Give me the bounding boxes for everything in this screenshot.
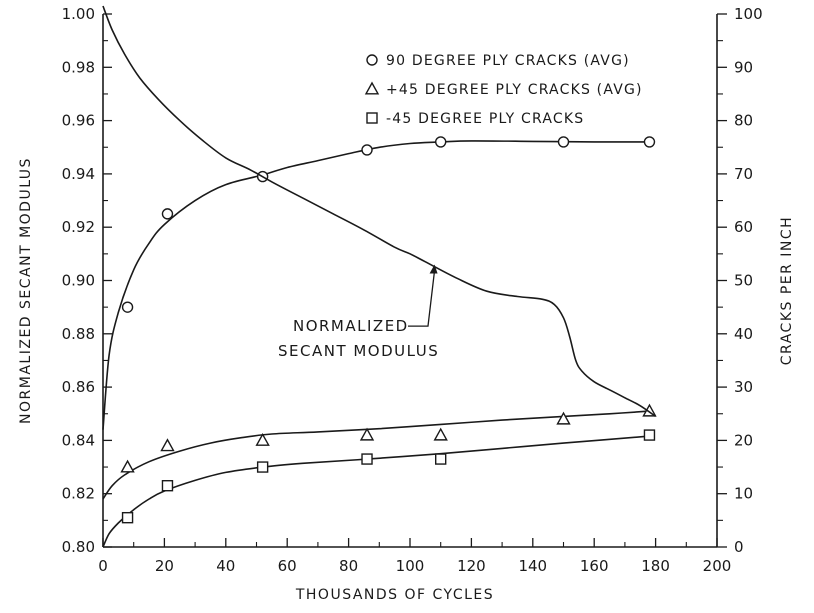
left-y-tick-label: 0.94 <box>62 165 95 183</box>
right-y-tick-label: 100 <box>734 5 763 23</box>
annotation-text: SECANT MODULUS <box>278 342 439 360</box>
right-y-tick-label: 60 <box>734 218 753 236</box>
circle-marker <box>643 136 656 148</box>
annotation-arrowhead <box>429 264 438 274</box>
right-y-tick-label: 0 <box>734 538 744 556</box>
x-tick-label: 40 <box>216 557 235 575</box>
x-tick-label: 20 <box>155 557 174 575</box>
right-y-tick-label: 40 <box>734 325 753 343</box>
circle-marker <box>161 208 174 220</box>
right-y-tick-label: 10 <box>734 485 753 503</box>
left-y-tick-label: 0.82 <box>62 485 95 503</box>
x-tick-label: 140 <box>518 557 547 575</box>
triangle-marker <box>255 432 270 446</box>
x-tick-label: 200 <box>703 557 732 575</box>
legend: 90 DEGREE PLY CRACKS (AVG) +45 DEGREE PLY… <box>364 53 643 127</box>
square-marker <box>121 511 134 524</box>
left-y-axis-ticks: 0.80 0.82 0.84 0.86 0.88 0.90 0.92 0.94 0.96 0.98… <box>62 5 112 556</box>
x-tick-label: 80 <box>339 557 358 575</box>
x-tick-label: 100 <box>396 557 425 575</box>
x-tick-label: 120 <box>457 557 486 575</box>
left-y-tick-label: 0.92 <box>62 218 95 236</box>
right-y-tick-label: 30 <box>734 378 753 396</box>
left-y-tick-label: 0.98 <box>62 58 95 76</box>
annotation-text: NORMALIZED <box>293 317 409 335</box>
triangle-marker <box>120 459 135 473</box>
square-marker <box>643 429 656 441</box>
x-tick-label: 0 <box>98 557 108 575</box>
triangle-marker <box>359 427 375 441</box>
legend-label: 90 DEGREE PLY CRACKS (AVG) <box>386 53 630 69</box>
left-y-tick-label: 1.00 <box>62 5 95 23</box>
annotation: NORMALIZED SECANT MODULUS <box>278 264 439 360</box>
circle-marker <box>361 144 373 156</box>
left-y-tick-label: 0.96 <box>62 112 95 130</box>
left-y-tick-label: 0.88 <box>62 325 95 343</box>
left-y-tick-label: 0.86 <box>62 378 95 396</box>
left-y-tick-label: 0.84 <box>62 431 95 449</box>
series-minus45-degree-ply-cracks <box>102 429 656 548</box>
left-y-axis-title: NORMALIZED SECANT MODULUS <box>18 157 34 424</box>
square-marker <box>435 453 447 465</box>
legend-label: +45 DEGREE PLY CRACKS (AVG) <box>386 82 643 98</box>
circle-marker <box>121 301 134 313</box>
legend-label: -45 DEGREE PLY CRACKS <box>386 111 584 127</box>
square-marker <box>256 461 269 473</box>
right-y-axis-title: CRACKS PER INCH <box>779 216 795 365</box>
x-tick-label: 60 <box>278 557 297 575</box>
circle-marker <box>557 136 570 148</box>
right-y-tick-label: 20 <box>734 431 753 449</box>
normalized-secant-modulus-curve <box>102 5 657 418</box>
right-y-tick-label: 90 <box>734 58 753 76</box>
series-normalized-secant-modulus <box>102 5 657 418</box>
right-y-tick-label: 80 <box>734 112 753 130</box>
x-axis-ticks: 0 20 40 60 80 100 120 140 160 180 200 <box>98 538 731 575</box>
square-marker <box>361 453 373 465</box>
triangle-marker <box>364 81 380 95</box>
circle-marker <box>435 136 447 148</box>
x-axis-title: THOUSANDS OF CYCLES <box>295 587 494 603</box>
right-y-axis-ticks: 0 10 20 30 40 50 60 70 80 90 100 <box>717 5 763 556</box>
triangle-marker <box>433 427 448 441</box>
90-degree-ply-cracks-curve <box>102 140 650 430</box>
square-marker <box>366 112 378 124</box>
triangle-marker <box>556 411 571 425</box>
right-y-tick-label: 70 <box>734 165 753 183</box>
x-tick-label: 160 <box>580 557 609 575</box>
triangle-marker <box>160 438 175 452</box>
annotation-leader <box>407 270 436 327</box>
right-y-tick-label: 50 <box>734 272 753 290</box>
series-90-degree-ply-cracks <box>102 136 656 430</box>
x-tick-label: 180 <box>641 557 670 575</box>
series-plus45-degree-ply-cracks <box>102 403 657 500</box>
square-marker <box>161 480 174 492</box>
left-y-tick-label: 0.90 <box>62 272 95 290</box>
circle-marker <box>366 54 378 66</box>
minus45-degree-ply-cracks-curve <box>102 435 650 548</box>
left-y-tick-label: 0.80 <box>62 538 95 556</box>
